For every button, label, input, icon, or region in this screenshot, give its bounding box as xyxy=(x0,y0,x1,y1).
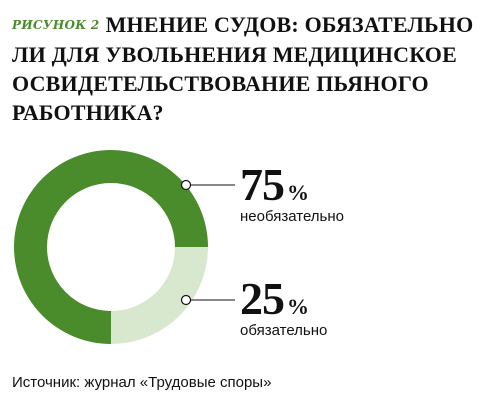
stat-value-required: 25 xyxy=(240,273,285,324)
figure-label: РИСУНОК 2 xyxy=(12,18,100,32)
donut-slice-1 xyxy=(111,247,208,344)
title-line-2: ЛИ ДЛЯ УВОЛЬНЕНИЯ МЕДИЦИНСКОЕ xyxy=(12,42,457,67)
chart-title: РИСУНОК 2 МНЕНИЕ СУДОВ: ОБЯЗАТЕЛЬНО ЛИ ДЛ… xyxy=(12,10,492,127)
stat-label-required: обязательно xyxy=(240,322,328,339)
donut-slice-0 xyxy=(14,150,208,344)
stat-required: 25% обязательно xyxy=(240,273,328,340)
stat-unit-required: % xyxy=(287,294,309,319)
stat-value-not-required: 75 xyxy=(240,159,285,210)
callout-dot-0 xyxy=(180,179,192,191)
stat-unit-not-required: % xyxy=(287,180,309,205)
title-line-1: РИСУНОК 2 МНЕНИЕ СУДОВ: ОБЯЗАТЕЛЬНО xyxy=(12,10,492,40)
title-line-1-text: МНЕНИЕ СУДОВ: ОБЯЗАТЕЛЬНО xyxy=(105,12,474,37)
stat-not-required: 75% необязательно xyxy=(240,159,344,226)
title-line-4: РАБОТНИКА? xyxy=(12,100,164,125)
callout-dot-1 xyxy=(180,294,192,306)
title-line-3: ОСВИДЕТЕЛЬСТВОВАНИЕ ПЬЯНОГО xyxy=(12,71,429,96)
source-note: Источник: журнал «Трудовые споры» xyxy=(12,374,272,391)
stat-label-not-required: необязательно xyxy=(240,208,344,225)
